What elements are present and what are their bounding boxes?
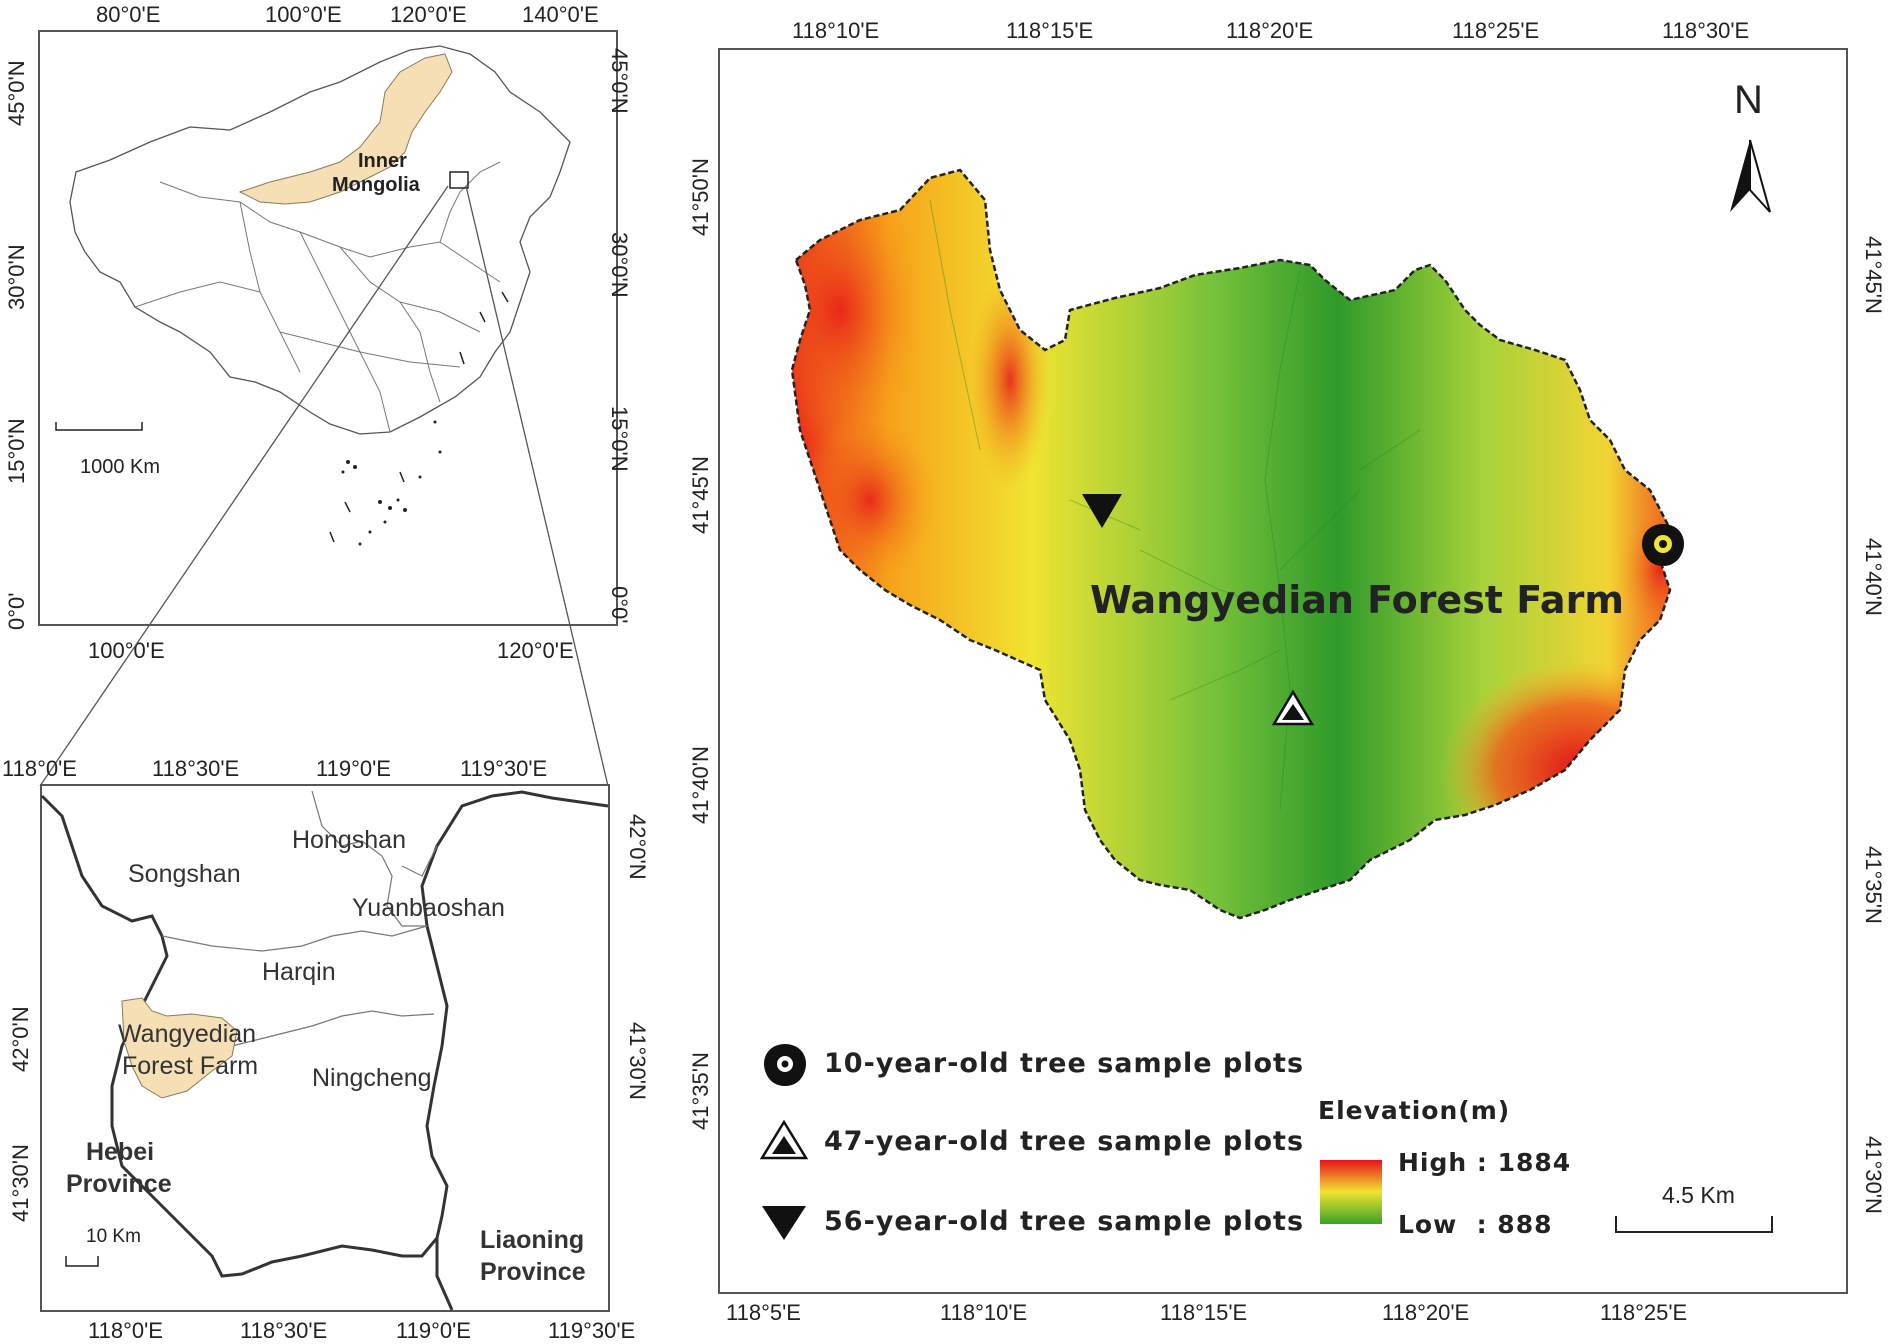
main-bottom-tick: 118°10'E <box>940 1300 1028 1325</box>
inner-mongolia-label-line2: Mongolia <box>332 174 420 196</box>
place-label-ningcheng: Ningcheng <box>312 1064 432 1092</box>
overview-top-tick: 80°0'E <box>96 2 161 27</box>
main-right-tick: 41°30'N <box>1861 1136 1886 1214</box>
main-scale-label: 4.5 Km <box>1662 1182 1735 1208</box>
regional-left-tick: 42°0'N <box>8 1006 33 1072</box>
elevation-map <box>759 139 1773 1240</box>
main-left-tick: 41°40'N <box>688 746 713 824</box>
legend-label-47-year: 47-year-old tree sample plots <box>824 1126 1305 1157</box>
legend-label-56-year: 56-year-old tree sample plots <box>824 1206 1305 1237</box>
main-left-tick: 41°45'N <box>688 456 713 534</box>
regional-bottom-tick: 118°30'E <box>240 1318 328 1343</box>
regional-top-tick: 119°30'E <box>460 756 548 781</box>
regional-top-tick: 119°0'E <box>316 756 391 781</box>
regional-bottom-tick: 118°0'E <box>88 1318 163 1343</box>
dem-raster <box>792 170 1670 918</box>
inverted-triangle-marker <box>1082 494 1122 528</box>
province-label-hebei-line2: Province <box>66 1170 172 1198</box>
main-top-tick: 118°20'E <box>1226 18 1314 43</box>
main-map-panel: N Wangyedian Forest Farm 10-year-old tre… <box>718 48 1848 1294</box>
main-bottom-tick: 118°5'E <box>726 1300 801 1325</box>
farm-title: Wangyedian Forest Farm <box>1090 578 1624 622</box>
province-label-hebei-line1: Hebei <box>86 1138 155 1166</box>
regional-boundaries <box>40 790 609 1311</box>
overview-top-tick: 100°0'E <box>265 2 342 27</box>
main-bottom-tick: 118°20'E <box>1382 1300 1470 1325</box>
overview-map-panel: Inner Mongolia 1000 Km <box>38 30 618 626</box>
north-label: N <box>1734 78 1763 122</box>
regional-bottom-tick: 119°0'E <box>396 1318 471 1343</box>
place-label-songshan: Songshan <box>128 860 241 888</box>
inner-mongolia-region <box>238 53 453 205</box>
overview-top-tick: 120°0'E <box>390 2 467 27</box>
main-left-tick: 41°35'N <box>688 1052 713 1130</box>
overview-scale-bar <box>55 422 143 431</box>
regional-bottom-tick: 119°30'E <box>548 1318 636 1343</box>
main-bottom-tick: 118°15'E <box>1160 1300 1248 1325</box>
place-label-farm-line1: Wangyedian <box>118 1020 257 1048</box>
place-label-farm-line2: Forest Farm <box>122 1052 259 1080</box>
place-label-yuanbaoshan: Yuanbaoshan <box>352 894 505 922</box>
regional-scale-label: 10 Km <box>86 1226 141 1247</box>
overview-scale-label: 1000 Km <box>80 456 161 478</box>
place-label-harqin: Harqin <box>262 958 336 986</box>
regional-right-tick: 42°0'N <box>625 814 650 880</box>
north-arrow-icon <box>1730 139 1771 213</box>
regional-map-panel: Songshan Hongshan Yuanbaoshan Harqin Nin… <box>40 784 610 1312</box>
province-label-liaoning-line2: Province <box>480 1258 586 1286</box>
main-left-tick: 41°50'N <box>688 158 713 236</box>
main-top-tick: 118°15'E <box>1006 18 1094 43</box>
regional-top-tick: 118°30'E <box>152 756 240 781</box>
regional-right-tick: 41°30'N <box>625 1022 650 1100</box>
legend-label-10-year: 10-year-old tree sample plots <box>824 1048 1305 1079</box>
place-label-hongshan: Hongshan <box>292 826 406 854</box>
regional-scale-bar <box>65 1256 99 1267</box>
overview-top-tick: 140°0'E <box>522 2 599 27</box>
mountain-triangle-marker <box>1271 689 1315 726</box>
map-pin-marker <box>1642 524 1684 566</box>
inner-mongolia-label-line1: Inner <box>358 150 407 172</box>
main-top-tick: 118°30'E <box>1662 18 1750 43</box>
legend-inverted-triangle-icon <box>762 1206 806 1240</box>
legend-mountain-triangle-icon <box>759 1119 809 1160</box>
farm-region <box>121 997 238 1099</box>
china-outline-map <box>55 45 571 546</box>
legend-map-pin-icon <box>764 1044 806 1086</box>
province-label-liaoning-line1: Liaoning <box>480 1226 585 1254</box>
elevation-gradient-swatch <box>1320 1160 1382 1224</box>
elevation-title: Elevation(m) <box>1318 1096 1511 1125</box>
overview-bottom-tick: 120°0'E <box>497 638 574 663</box>
main-top-tick: 118°25'E <box>1452 18 1540 43</box>
elevation-high-label: High : 1884 <box>1398 1148 1572 1177</box>
main-bottom-tick: 118°25'E <box>1600 1300 1688 1325</box>
main-scale-bar <box>1615 1216 1773 1233</box>
main-right-tick: 41°45'N <box>1861 236 1886 314</box>
main-right-tick: 41°40'N <box>1861 538 1886 616</box>
study-area-box <box>449 171 469 189</box>
regional-top-tick: 118°0'E <box>2 756 77 781</box>
main-right-tick: 41°35'N <box>1861 846 1886 924</box>
regional-left-tick: 41°30'N <box>8 1144 33 1222</box>
elevation-low-label: Low : 888 <box>1398 1210 1553 1239</box>
main-top-tick: 118°10'E <box>792 18 880 43</box>
